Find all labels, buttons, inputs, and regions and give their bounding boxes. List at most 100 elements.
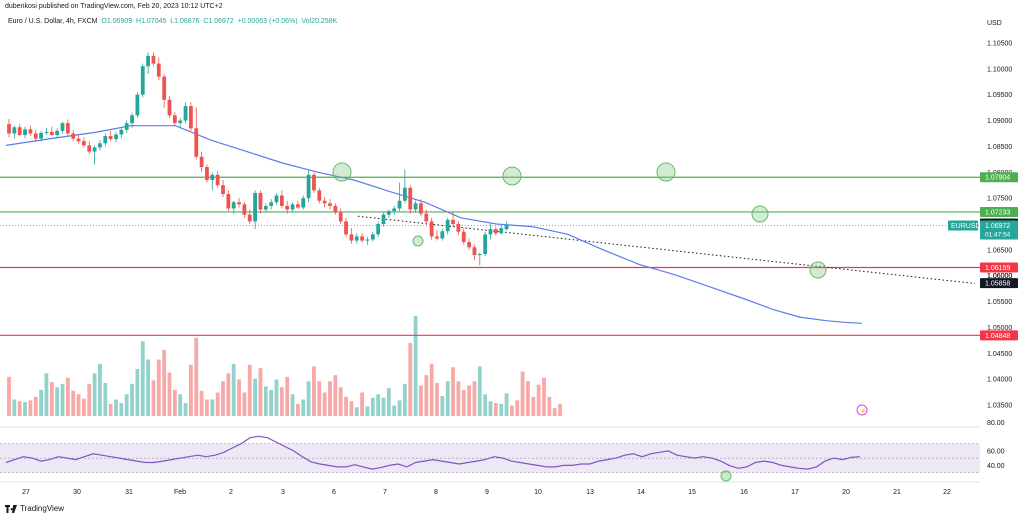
- volume-bar: [488, 401, 493, 416]
- candle-body: [247, 214, 252, 222]
- volume-bar: [44, 373, 49, 416]
- time-tick-label: 22: [943, 489, 951, 496]
- volume-bar: [108, 403, 113, 416]
- time-tick-label: 15: [688, 489, 696, 496]
- candle-body: [12, 127, 17, 134]
- symbol-name: Euro / U.S. Dollar, 4h, FXCM: [8, 18, 98, 25]
- candle-body: [456, 224, 461, 232]
- volume-bar: [451, 367, 455, 416]
- volume-bar: [552, 408, 557, 416]
- level-price-tag: [980, 206, 1018, 217]
- volume-bar: [301, 399, 306, 416]
- level-price-label: 1.07904: [985, 175, 1010, 182]
- level-price-tag: [980, 172, 1018, 183]
- candle-body: [194, 128, 199, 157]
- price-tick-label: 1.05500: [987, 299, 1012, 306]
- candle-body: [445, 219, 450, 232]
- rsi-marker: [720, 470, 732, 482]
- candle-body: [55, 130, 60, 136]
- level-price-tag: [980, 330, 1018, 341]
- swing-point-marker: [751, 205, 769, 223]
- candle-body: [156, 63, 161, 77]
- price-tick-label: 1.04000: [987, 377, 1012, 384]
- volume-bar: [237, 379, 241, 416]
- candle-body: [103, 136, 108, 144]
- volume-bar: [172, 389, 177, 416]
- countdown-label: 01:47:54: [985, 231, 1011, 238]
- time-tick-label: 16: [740, 489, 748, 496]
- volume-bar: [467, 385, 471, 416]
- candle-body: [413, 203, 418, 210]
- volume-bar: [515, 400, 520, 416]
- candle-body: [263, 205, 268, 210]
- volume-bar: [92, 373, 97, 416]
- publish-info: dubenkosi published on TradingView.com, …: [5, 3, 223, 10]
- volume-bar: [12, 399, 17, 416]
- candle-body: [440, 231, 445, 239]
- time-tick-label: 30: [73, 489, 81, 496]
- candle-body: [258, 192, 263, 210]
- volume-bar: [269, 389, 274, 416]
- candle-body: [376, 224, 381, 235]
- price-tick-label: 1.10000: [987, 66, 1012, 73]
- price-tick-label: 1.06500: [987, 247, 1012, 254]
- candle-body: [183, 106, 188, 121]
- candle-body: [28, 129, 33, 134]
- volume-bar: [253, 378, 257, 416]
- candle-body: [408, 187, 413, 210]
- volume-bar: [370, 397, 375, 416]
- volume-bar: [151, 380, 156, 416]
- volume-bar: [296, 403, 300, 416]
- volume-bar: [7, 376, 11, 416]
- candle-body: [472, 247, 477, 256]
- price-tag-label: 1.05858: [985, 281, 1010, 288]
- candle-body: [146, 55, 150, 67]
- candle-body: [221, 185, 225, 194]
- candle-body: [65, 123, 70, 134]
- candle-body: [370, 234, 375, 240]
- volume-bar: [199, 390, 204, 416]
- candle-body: [172, 115, 177, 124]
- candle-body: [424, 213, 429, 222]
- price-tick-label: 1.04500: [987, 351, 1012, 358]
- volume-bar: [381, 397, 386, 416]
- candle-body: [215, 174, 220, 186]
- candle-body: [461, 231, 466, 243]
- volume-bar: [440, 396, 445, 416]
- candle-body: [242, 204, 247, 215]
- volume-bar: [338, 387, 343, 416]
- volume-bar: [178, 394, 183, 416]
- volume-bar: [221, 381, 225, 416]
- candle-body: [322, 200, 327, 204]
- price-tick-label: 1.03500: [987, 403, 1012, 410]
- volume-bar: [55, 387, 60, 416]
- volume-bar: [247, 364, 252, 416]
- volume-bar: [17, 401, 22, 416]
- candle-body: [44, 131, 49, 133]
- currency-label: USD: [987, 20, 1002, 27]
- candle-body: [290, 204, 295, 210]
- tradingview-brand: TradingView: [20, 504, 65, 513]
- symbol-tag-label: EURUSD: [951, 223, 981, 230]
- candle-body: [253, 192, 257, 222]
- candle-body: [135, 94, 140, 116]
- volume-bar: [424, 375, 429, 416]
- time-tick-label: 7: [383, 489, 387, 496]
- volume-bar: [33, 396, 38, 416]
- volume-bar: [472, 381, 477, 416]
- volume-bar: [231, 363, 236, 416]
- volume-bar: [429, 363, 434, 416]
- volume-bar: [65, 377, 70, 416]
- alert-icon: [856, 404, 868, 416]
- candle-body: [189, 106, 193, 129]
- volume-bar: [526, 381, 530, 416]
- volume-bar: [226, 373, 231, 416]
- candle-body: [114, 134, 118, 140]
- volume-bar: [322, 392, 327, 416]
- moving-average-line: [5, 125, 863, 324]
- volume-bar: [183, 402, 188, 416]
- candle-body: [92, 147, 97, 152]
- candle-body: [162, 76, 167, 100]
- volume-bar: [317, 381, 322, 416]
